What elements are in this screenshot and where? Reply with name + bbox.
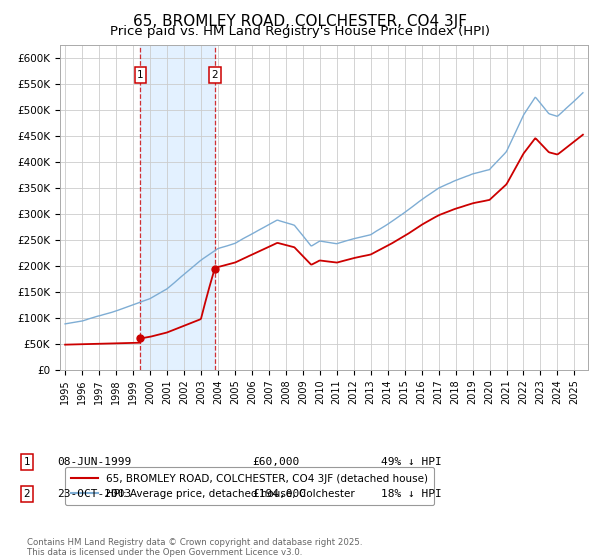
Bar xyxy=(140,45,215,370)
Text: 18% ↓ HPI: 18% ↓ HPI xyxy=(381,489,442,499)
Text: £60,000: £60,000 xyxy=(252,457,299,467)
Text: 08-JUN-1999: 08-JUN-1999 xyxy=(57,457,131,467)
Legend: 65, BROMLEY ROAD, COLCHESTER, CO4 3JF (detached house), HPI: Average price, deta: 65, BROMLEY ROAD, COLCHESTER, CO4 3JF (d… xyxy=(65,468,434,505)
Text: 2: 2 xyxy=(23,489,31,499)
Text: 1: 1 xyxy=(23,457,31,467)
Text: Contains HM Land Registry data © Crown copyright and database right 2025.
This d: Contains HM Land Registry data © Crown c… xyxy=(27,538,362,557)
Text: 23-OCT-2003: 23-OCT-2003 xyxy=(57,489,131,499)
Text: 1: 1 xyxy=(137,70,144,80)
Text: 2: 2 xyxy=(211,70,218,80)
Text: £194,000: £194,000 xyxy=(252,489,306,499)
Text: Price paid vs. HM Land Registry's House Price Index (HPI): Price paid vs. HM Land Registry's House … xyxy=(110,25,490,38)
Text: 65, BROMLEY ROAD, COLCHESTER, CO4 3JF: 65, BROMLEY ROAD, COLCHESTER, CO4 3JF xyxy=(133,14,467,29)
Text: 49% ↓ HPI: 49% ↓ HPI xyxy=(381,457,442,467)
